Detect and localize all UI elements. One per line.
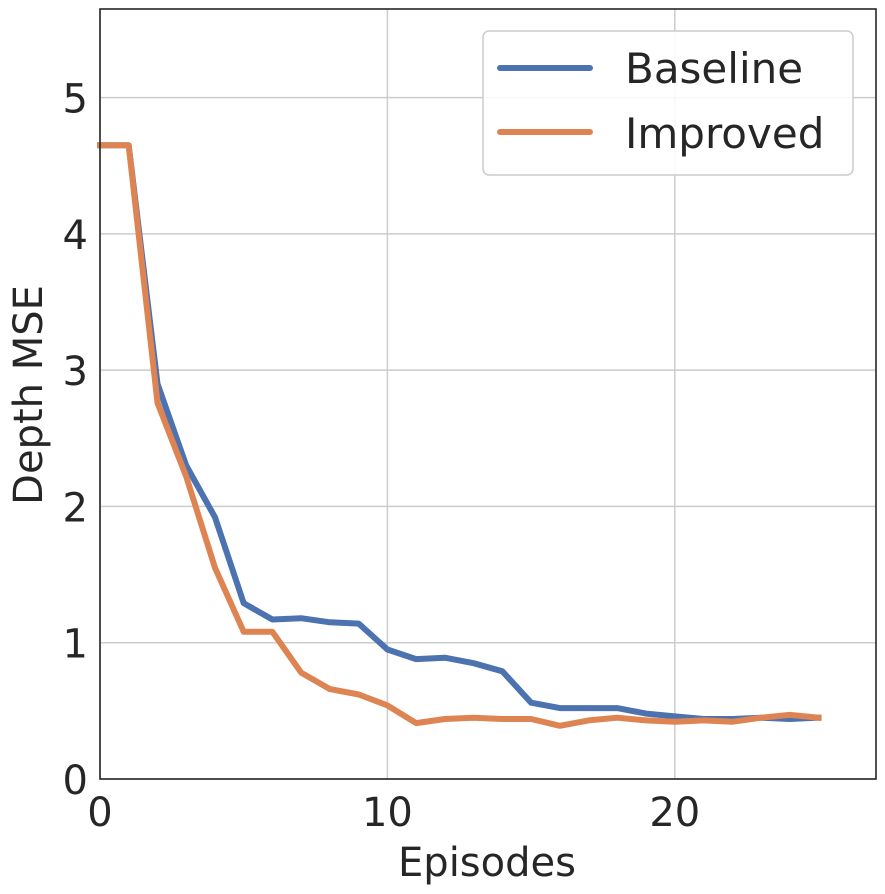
- x-tick-label: 20: [649, 790, 700, 836]
- y-tick-label: 0: [63, 758, 88, 804]
- y-tick-label: 3: [63, 349, 88, 395]
- x-tick-label: 10: [362, 790, 413, 836]
- y-tick-labels: 0 1 2 3 4 5: [63, 77, 88, 804]
- x-tick-labels: 0 10 20: [87, 790, 700, 836]
- x-axis-title: Episodes: [398, 840, 576, 886]
- y-tick-label: 2: [63, 485, 88, 531]
- legend-label-baseline: Baseline: [625, 44, 803, 93]
- y-tick-label: 5: [63, 77, 88, 123]
- y-tick-label: 1: [63, 622, 88, 668]
- series-lines: [97, 142, 822, 729]
- x-tick-label: 0: [87, 790, 112, 836]
- y-tick-label: 4: [63, 213, 88, 259]
- legend-label-improved: Improved: [625, 109, 824, 158]
- legend: Baseline Improved: [482, 30, 854, 176]
- y-axis-title: Depth MSE: [6, 285, 52, 505]
- plot-frame: [99, 8, 877, 780]
- series-line-improved: [97, 142, 822, 729]
